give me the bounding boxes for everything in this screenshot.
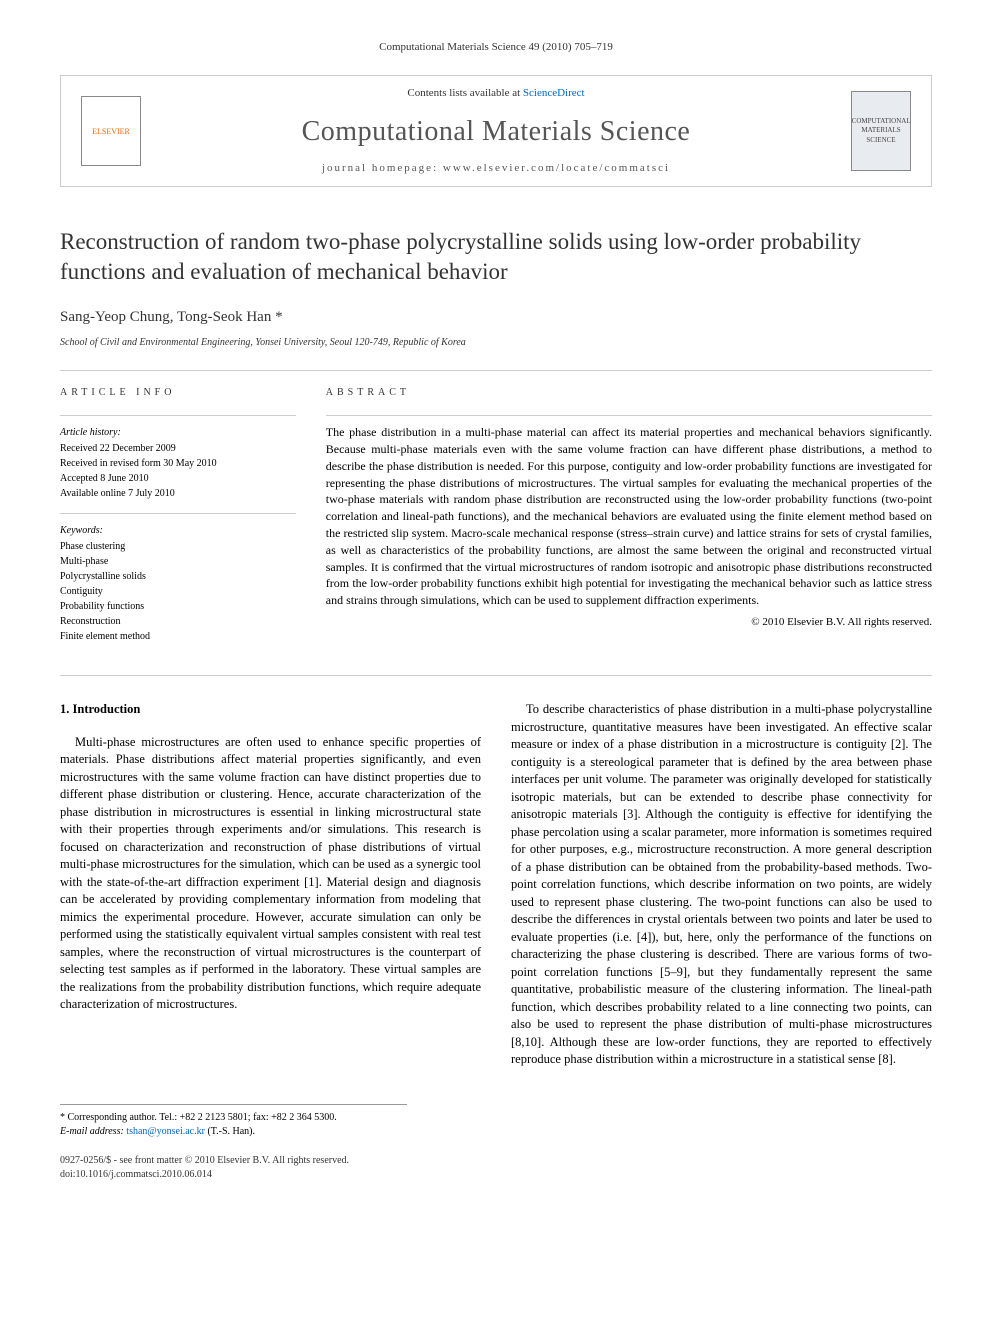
keyword: Contiguity <box>60 585 296 599</box>
info-divider <box>60 415 296 416</box>
sciencedirect-link[interactable]: ScienceDirect <box>523 87 585 99</box>
corresponding-author: * Corresponding author. Tel.: +82 2 2123… <box>60 1111 436 1125</box>
journal-header-box: ELSEVIER Contents lists available at Sci… <box>60 75 932 187</box>
email-line: E-mail address: tshan@yonsei.ac.kr (T.-S… <box>60 1125 436 1139</box>
paragraph: To describe characteristics of phase dis… <box>511 701 932 1069</box>
abstract: ABSTRACT The phase distribution in a mul… <box>326 386 932 645</box>
publisher-logo: ELSEVIER <box>81 96 141 166</box>
paragraph: Multi-phase microstructures are often us… <box>60 734 481 1014</box>
history-item: Available online 7 July 2010 <box>60 487 296 501</box>
abstract-text: The phase distribution in a multi-phase … <box>326 424 932 609</box>
keyword: Polycrystalline solids <box>60 570 296 584</box>
journal-name: Computational Materials Science <box>141 112 851 151</box>
body-columns: 1. Introduction Multi-phase microstructu… <box>0 691 992 1089</box>
column-right: To describe characteristics of phase dis… <box>511 701 932 1069</box>
keyword: Phase clustering <box>60 540 296 554</box>
issn-line: 0927-0256/$ - see front matter © 2010 El… <box>60 1154 932 1168</box>
article-title: Reconstruction of random two-phase polyc… <box>0 217 992 307</box>
affiliation: School of Civil and Environmental Engine… <box>0 336 992 370</box>
authors: Sang-Yeop Chung, Tong-Seok Han * <box>0 307 992 336</box>
article-info: ARTICLE INFO Article history: Received 2… <box>60 386 296 645</box>
journal-cover-thumbnail: COMPUTATIONAL MATERIALS SCIENCE <box>851 91 911 171</box>
divider <box>60 675 932 676</box>
history-item: Received 22 December 2009 <box>60 442 296 456</box>
section-heading: 1. Introduction <box>60 701 481 719</box>
article-info-heading: ARTICLE INFO <box>60 386 296 400</box>
history-item: Accepted 8 June 2010 <box>60 472 296 486</box>
citation-text: Computational Materials Science 49 (2010… <box>379 41 613 53</box>
footnote: * Corresponding author. Tel.: +82 2 2123… <box>0 1111 496 1149</box>
contents-available: Contents lists available at ScienceDirec… <box>141 86 851 101</box>
footer: 0927-0256/$ - see front matter © 2010 El… <box>0 1149 992 1212</box>
abstract-heading: ABSTRACT <box>326 386 932 400</box>
journal-homepage: journal homepage: www.elsevier.com/locat… <box>141 161 851 176</box>
history-label: Article history: <box>60 426 296 440</box>
running-header: Computational Materials Science 49 (2010… <box>0 0 992 65</box>
info-divider <box>60 513 296 514</box>
divider <box>60 370 932 371</box>
copyright: © 2010 Elsevier B.V. All rights reserved… <box>326 615 932 630</box>
keyword: Probability functions <box>60 600 296 614</box>
header-center: Contents lists available at ScienceDirec… <box>141 86 851 176</box>
email-link[interactable]: tshan@yonsei.ac.kr <box>126 1126 205 1137</box>
keywords-list: Phase clustering Multi-phase Polycrystal… <box>60 540 296 644</box>
column-left: 1. Introduction Multi-phase microstructu… <box>60 701 481 1069</box>
footnote-divider <box>60 1104 407 1105</box>
abstract-divider <box>326 415 932 416</box>
history-item: Received in revised form 30 May 2010 <box>60 457 296 471</box>
info-abstract-row: ARTICLE INFO Article history: Received 2… <box>0 386 992 675</box>
keyword: Reconstruction <box>60 615 296 629</box>
keywords-label: Keywords: <box>60 524 296 538</box>
keyword: Multi-phase <box>60 555 296 569</box>
doi-line: doi:10.1016/j.commatsci.2010.06.014 <box>60 1168 932 1182</box>
keyword: Finite element method <box>60 630 296 644</box>
